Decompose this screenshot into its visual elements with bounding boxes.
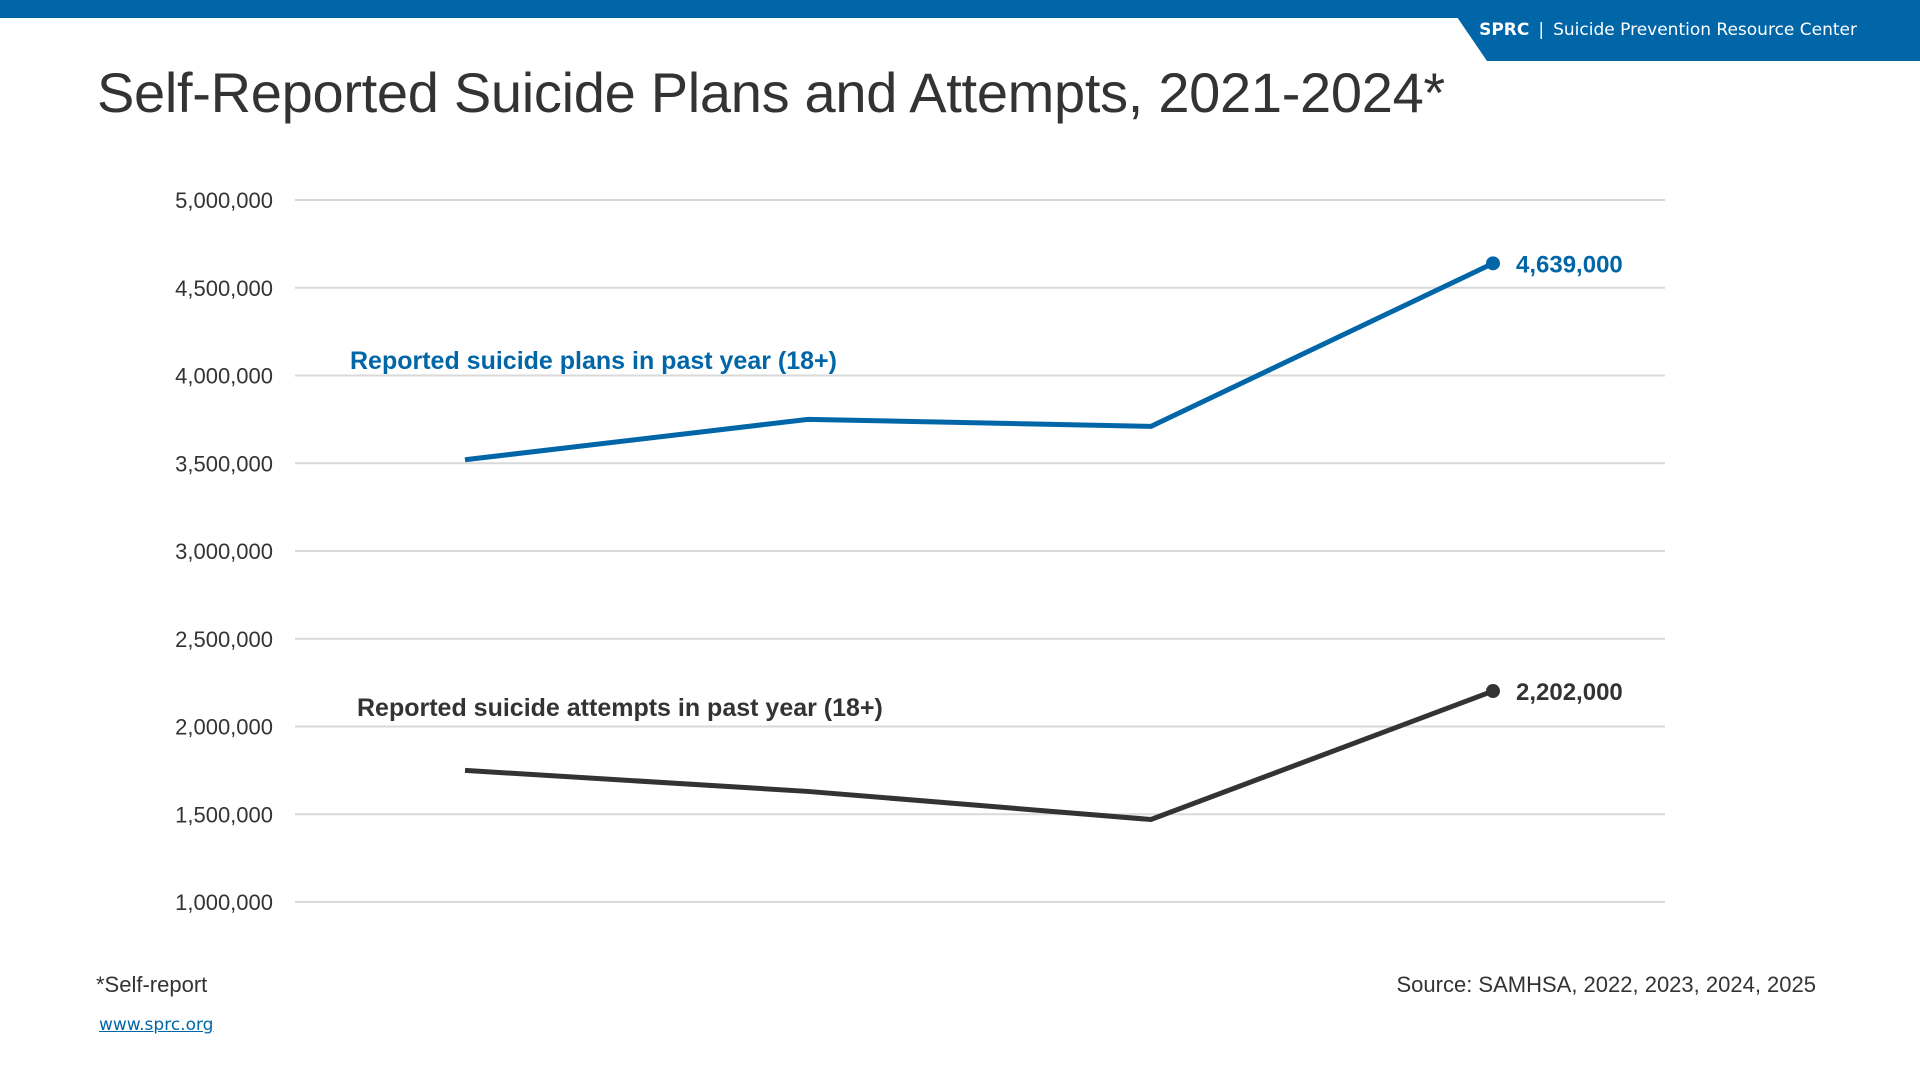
y-tick-label: 1,500,000 xyxy=(175,802,273,827)
brand-tab xyxy=(1457,17,1920,61)
y-tick-label: 4,000,000 xyxy=(175,364,273,389)
brand-header: SPRC | Suicide Prevention Resource Center xyxy=(1479,20,1857,40)
series-line-attempts xyxy=(464,688,1494,823)
data-point-marker xyxy=(1486,684,1500,699)
y-tick-label: 1,000,000 xyxy=(175,890,273,915)
brand-short: SPRC xyxy=(1479,20,1530,40)
end-value-label: 2,202,000 xyxy=(1516,679,1623,706)
end-value-label: 4,639,000 xyxy=(1516,251,1623,278)
y-tick-label: 2,500,000 xyxy=(175,627,273,652)
source-note: Source: SAMHSA, 2022, 2023, 2024, 2025 xyxy=(1396,972,1816,997)
y-tick-label: 5,000,000 xyxy=(175,188,273,213)
y-tick-label: 4,500,000 xyxy=(175,276,273,301)
series-label: Reported suicide plans in past year (18+… xyxy=(350,347,837,375)
page-title: Self-Reported Suicide Plans and Attempts… xyxy=(97,61,1445,124)
y-tick-label: 2,000,000 xyxy=(175,715,273,740)
brand-separator: | xyxy=(1538,20,1545,40)
footnote: *Self-report xyxy=(96,972,208,997)
series-label: Reported suicide attempts in past year (… xyxy=(357,694,883,722)
sprc-link[interactable]: www.sprc.org xyxy=(99,1015,214,1035)
brand-full: Suicide Prevention Resource Center xyxy=(1553,20,1857,40)
data-point-marker xyxy=(1486,256,1500,271)
top-bar xyxy=(0,0,1920,18)
y-tick-label: 3,000,000 xyxy=(175,539,273,564)
y-tick-label: 3,500,000 xyxy=(175,451,273,476)
series-line-plans xyxy=(464,261,1495,463)
